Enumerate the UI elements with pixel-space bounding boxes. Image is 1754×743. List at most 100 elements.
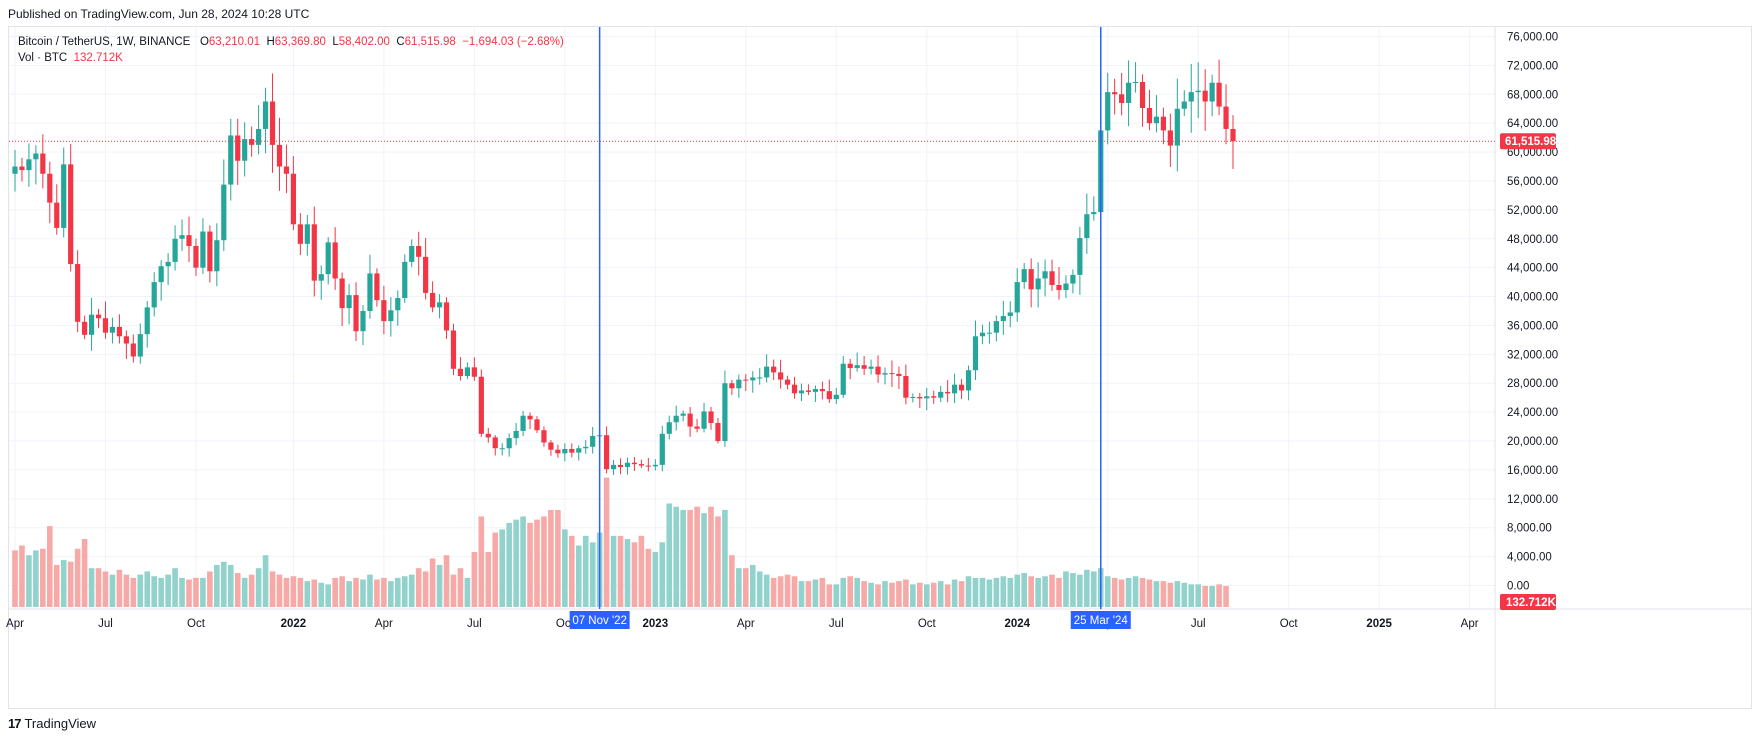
volume-bar	[248, 574, 255, 607]
candle-body	[847, 363, 853, 369]
candle-body	[1000, 316, 1006, 322]
volume-bar	[569, 535, 575, 607]
candle-body	[325, 242, 331, 275]
volume-bar	[743, 568, 749, 607]
brand-name: TradingView	[24, 716, 97, 731]
volume-bar	[1042, 576, 1048, 607]
candle-body	[1049, 271, 1055, 285]
volume-bar	[1014, 574, 1021, 607]
volume-bar	[603, 477, 610, 607]
volume-bar	[60, 560, 67, 607]
candle-body	[283, 166, 290, 174]
candle-body	[200, 231, 206, 268]
volume-bar	[506, 522, 512, 607]
volume-bar	[638, 535, 645, 607]
candle-body	[1174, 108, 1180, 146]
volume-bar	[318, 582, 325, 607]
candle-body	[276, 144, 283, 167]
price-tick-label: 68,000.00	[1507, 89, 1558, 101]
time-tick-label: Apr	[375, 618, 393, 630]
volume-bar	[1195, 584, 1201, 607]
candle-body	[492, 437, 498, 449]
price-tick-label: 44,000.00	[1507, 263, 1558, 275]
candle-body	[757, 377, 763, 379]
candle-body	[95, 314, 102, 319]
candle-body	[617, 464, 624, 468]
volume-series	[12, 477, 1229, 607]
candle-body	[40, 153, 46, 174]
volume-bar	[958, 581, 965, 607]
candle-body	[889, 373, 895, 375]
tradingview-logo-icon: 17	[8, 716, 22, 731]
volume-bar	[582, 535, 589, 607]
legend-symbol[interactable]: Bitcoin / TetherUS, 1W, BINANCE	[18, 36, 191, 48]
candle-body	[513, 430, 519, 439]
candle-body	[207, 231, 213, 272]
volume-bar	[88, 568, 95, 607]
volume-bar	[492, 532, 499, 607]
volume-bar	[861, 581, 867, 607]
candle-body	[638, 464, 644, 466]
candle-body	[75, 264, 81, 322]
volume-bar	[645, 548, 652, 607]
price-tick-label: 64,000.00	[1507, 118, 1558, 130]
legend-volume-label[interactable]: Vol · BTC	[18, 52, 68, 64]
candle-body	[631, 462, 638, 465]
volume-bar	[1084, 569, 1090, 607]
candle-body	[450, 330, 457, 369]
candle-body	[381, 300, 387, 322]
last-volume-badge	[1500, 594, 1556, 610]
candle-body	[464, 367, 470, 377]
volume-bar	[19, 545, 25, 607]
candle-body	[882, 373, 888, 375]
candle-body	[339, 278, 345, 309]
candle-body	[548, 442, 554, 450]
time-tick-label: Jul	[829, 618, 844, 630]
candle-body	[256, 128, 262, 145]
marker-date-label: 25 Mar '24	[1074, 615, 1129, 627]
volume-bar	[130, 577, 137, 607]
volume-bar	[1188, 584, 1195, 607]
candle-body	[1007, 312, 1013, 317]
candle-body	[979, 332, 986, 337]
marker-date-badge	[1070, 611, 1131, 629]
volume-bar	[137, 574, 144, 607]
tradingview-brand[interactable]: 17 TradingView	[8, 716, 96, 731]
volume-bar	[193, 577, 199, 607]
volume-bar	[1091, 571, 1097, 607]
chart-frame[interactable]	[8, 26, 1752, 709]
volume-bar	[415, 568, 422, 607]
candle-body	[583, 446, 589, 449]
volume-bar	[401, 576, 408, 607]
candle-body	[485, 433, 491, 438]
volume-bar	[1139, 577, 1146, 607]
volume-bar	[186, 579, 192, 607]
legend-open-label: O	[199, 36, 209, 48]
volume-bar	[937, 581, 944, 607]
candle-body	[430, 292, 436, 308]
volume-bar	[652, 552, 659, 607]
price-tick-label: 36,000.00	[1507, 320, 1558, 332]
candle-body	[193, 245, 199, 268]
volume-bar	[290, 576, 297, 607]
volume-bar	[165, 574, 171, 607]
candle-body	[311, 224, 317, 281]
candle-body	[520, 415, 526, 431]
last-price-badge	[1500, 133, 1556, 150]
candle-body	[840, 363, 846, 395]
volume-bar	[422, 571, 429, 607]
volume-bar	[40, 548, 46, 607]
candle-body	[367, 273, 373, 311]
volume-bar	[555, 509, 561, 607]
volume-bar	[854, 577, 860, 607]
candle-body	[687, 413, 693, 427]
volume-bar	[234, 573, 241, 607]
volume-bar	[109, 574, 116, 607]
volume-bar	[951, 579, 958, 607]
legend-close: 61,515.98	[404, 36, 456, 48]
marker-date-badge	[569, 611, 630, 629]
volume-bar	[896, 581, 902, 607]
volume-bar	[715, 516, 721, 607]
volume-bar	[1153, 581, 1160, 607]
